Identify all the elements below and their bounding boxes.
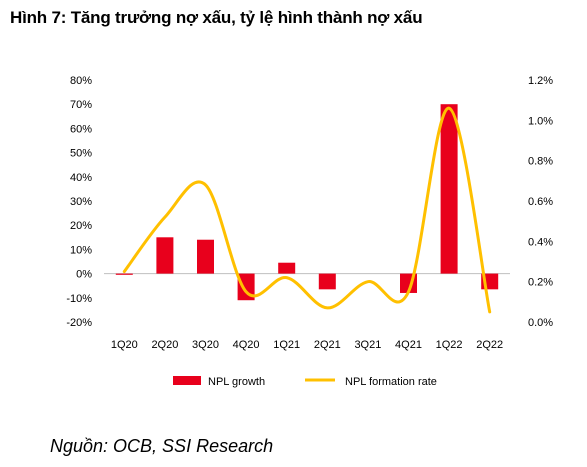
legend-swatch-npl-growth [173, 376, 201, 385]
left-tick-label: 10% [70, 244, 92, 256]
right-tick-label: 1.0% [528, 115, 553, 127]
category-label: 3Q21 [354, 339, 381, 351]
npl-growth-bars [115, 104, 499, 301]
left-tick-label: 30% [70, 196, 92, 208]
npl-formation-line [122, 106, 492, 314]
chart-title: Hình 7: Tăng trưởng nợ xấu, tỷ lệ hình t… [10, 8, 423, 27]
category-label: 3Q20 [192, 339, 219, 351]
source-note: Nguồn: OCB, SSI Research [50, 436, 274, 456]
right-tick-label: 0.4% [528, 236, 553, 248]
legend-label-npl-formation: NPL formation rate [345, 376, 437, 388]
left-tick-label: -10% [66, 293, 92, 305]
category-labels: 1Q20 2Q20 3Q20 4Q20 1Q21 2Q21 3Q21 4Q21 1Q22 2Q22 [111, 339, 503, 351]
left-tick-label: 80% [70, 75, 92, 87]
category-label: 1Q20 [111, 339, 138, 351]
right-tick-label: 0.0% [528, 317, 553, 329]
category-label: 4Q20 [233, 339, 260, 351]
category-label: 4Q21 [395, 339, 422, 351]
chart: -20%-10%0%10%20%30%40%50%60%70%80% 0.0%0… [66, 75, 553, 388]
left-tick-label: 50% [70, 148, 92, 160]
left-tick-label: 20% [70, 220, 92, 232]
category-label: 2Q21 [314, 339, 341, 351]
left-tick-label: -20% [66, 317, 92, 329]
category-label: 2Q22 [476, 339, 503, 351]
bar-npl-growth [278, 262, 296, 274]
category-label: 2Q20 [151, 339, 178, 351]
right-axis-ticks: 0.0% 0.2% 0.4% 0.6% 0.8% 1.0% 1.2% [528, 75, 553, 329]
bar-npl-growth [197, 239, 214, 274]
left-tick-label: 60% [70, 123, 92, 135]
bar-npl-growth [318, 273, 336, 290]
left-tick-label: 40% [70, 172, 92, 184]
left-tick-label: 70% [70, 99, 92, 111]
category-label: 1Q21 [273, 339, 300, 351]
bar-npl-growth [156, 237, 174, 274]
left-axis-ticks: -20% -10% 0% 10% 20% 30% 40% 50% 60% 70% 80% [66, 75, 92, 329]
right-tick-label: 1.2% [528, 75, 553, 87]
left-tick-label: 0% [76, 269, 92, 281]
category-label: 1Q22 [436, 339, 463, 351]
right-tick-label: 0.2% [528, 277, 553, 289]
bar-npl-growth [440, 104, 458, 274]
right-tick-label: 0.8% [528, 156, 553, 168]
legend-label-npl-growth: NPL growth [208, 376, 265, 388]
bar-npl-growth [115, 273, 133, 275]
legend: NPL growth NPL formation rate [173, 376, 437, 388]
right-tick-label: 0.6% [528, 196, 553, 208]
